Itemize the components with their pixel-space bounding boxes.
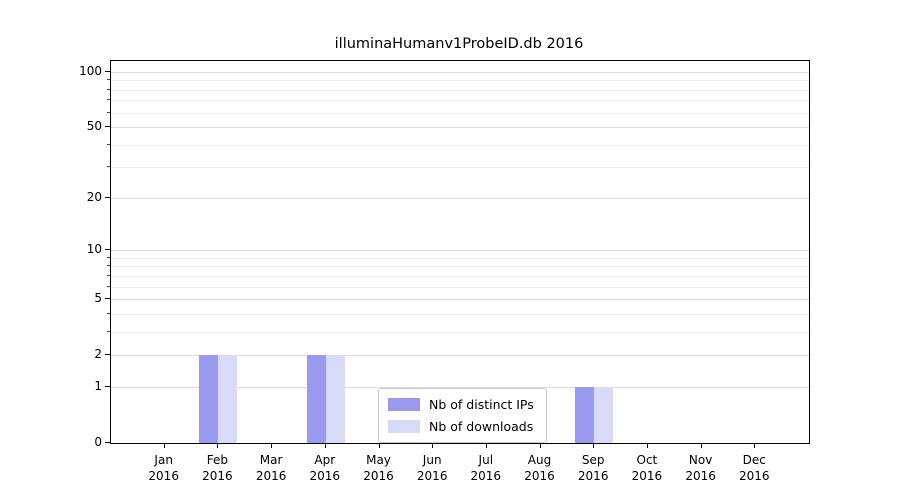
bar-downloads-feb [218, 354, 238, 443]
ytick-label-1: 1 [94, 379, 102, 394]
gridline-minor-y60 [111, 112, 809, 114]
ytick-minor-mark-90 [107, 79, 110, 81]
gridline-minor-y7 [111, 275, 809, 277]
gridline-major-y10 [111, 250, 809, 252]
ytick-mark-10 [105, 249, 110, 251]
xtick-label-0: Jan 2016 [148, 453, 179, 483]
gridline-minor-y90 [111, 80, 809, 82]
xtick-label-7: Aug 2016 [524, 453, 555, 483]
plot-area: Nb of distinct IPs Nb of downloads [110, 60, 810, 444]
xtick-mark-1 [217, 443, 219, 448]
xtick-mark-3 [324, 443, 326, 448]
bar-downloads-apr [325, 354, 345, 443]
xtick-mark-6 [485, 443, 487, 448]
xtick-label-6: Jul 2016 [470, 453, 502, 483]
gridline-minor-y40 [111, 144, 809, 146]
bar-distinct-ips-sep [575, 387, 595, 443]
legend-item-downloads: Nb of downloads [388, 419, 534, 434]
legend-label-distinct-ips: Nb of distinct IPs [429, 397, 534, 412]
ytick-label-100: 100 [79, 64, 102, 78]
gridline-minor-y80 [111, 89, 809, 91]
ytick-mark-5 [105, 298, 110, 299]
ytick-mark-20 [105, 197, 110, 199]
bar-distinct-ips-apr [306, 354, 326, 443]
gridline-major-y20 [111, 198, 809, 200]
xtick-mark-10 [700, 443, 702, 448]
xtick-mark-5 [432, 443, 434, 448]
xtick-mark-9 [646, 443, 648, 448]
ytick-label-5: 5 [94, 291, 102, 305]
gridline-major-y100 [111, 72, 809, 73]
xtick-label-5: Jun 2016 [416, 453, 448, 483]
bar-distinct-ips-feb [199, 354, 219, 443]
legend: Nb of distinct IPs Nb of downloads [378, 388, 547, 443]
legend-swatch-downloads [388, 420, 420, 433]
xtick-label-8: Sep 2016 [577, 453, 609, 483]
ytick-label-50: 50 [86, 118, 102, 133]
ytick-mark-50 [105, 125, 110, 127]
gridline-minor-y6 [111, 286, 809, 288]
xtick-label-3: Apr 2016 [309, 453, 341, 483]
ytick-label-10: 10 [86, 242, 102, 257]
xtick-mark-8 [593, 443, 595, 448]
gridline-minor-y9 [111, 257, 809, 259]
xtick-label-9: Oct 2016 [631, 453, 663, 483]
xtick-mark-0 [163, 443, 165, 448]
gridline-minor-y70 [111, 100, 809, 102]
gridline-minor-y3 [111, 331, 809, 333]
ytick-minor-mark-4 [107, 312, 110, 314]
ytick-label-2: 2 [94, 346, 102, 361]
ytick-mark-1 [105, 386, 110, 388]
ytick-mark-100 [105, 71, 110, 72]
ytick-minor-mark-6 [107, 285, 110, 287]
ytick-minor-mark-3 [107, 330, 110, 332]
ytick-mark-0 [105, 442, 110, 443]
ytick-label-0: 0 [94, 435, 102, 449]
ytick-minor-mark-7 [107, 274, 110, 276]
chart-title: illuminaHumanv1ProbeID.db 2016 [334, 36, 584, 52]
gridline-major-y50 [111, 126, 809, 128]
xtick-mark-7 [539, 443, 541, 448]
xtick-label-11: Dec 2016 [739, 453, 770, 483]
xtick-mark-11 [754, 443, 756, 448]
xtick-label-2: Mar 2016 [255, 453, 287, 483]
ytick-minor-mark-70 [107, 99, 110, 101]
ytick-minor-mark-80 [107, 88, 110, 90]
xtick-label-1: Feb 2016 [202, 453, 233, 483]
xtick-mark-4 [378, 443, 380, 448]
gridline-major-y2 [111, 354, 809, 356]
bar-downloads-sep [594, 387, 614, 443]
ytick-label-20: 20 [86, 190, 102, 205]
xtick-label-10: Nov 2016 [685, 453, 716, 483]
xtick-label-4: May 2016 [363, 453, 394, 483]
gridline-minor-y8 [111, 266, 809, 268]
gridline-major-y1 [111, 387, 809, 389]
ytick-minor-mark-60 [107, 111, 110, 113]
ytick-minor-mark-8 [107, 265, 110, 267]
legend-label-downloads: Nb of downloads [429, 419, 534, 434]
ytick-minor-mark-9 [107, 256, 110, 258]
legend-item-distinct-ips: Nb of distinct IPs [388, 397, 534, 412]
gridline-major-y5 [111, 299, 809, 300]
ytick-minor-mark-40 [107, 143, 110, 145]
gridline-minor-y30 [111, 166, 809, 168]
ytick-mark-2 [105, 353, 110, 355]
gridline-minor-y4 [111, 313, 809, 315]
xtick-mark-2 [271, 443, 273, 448]
legend-swatch-distinct-ips [388, 398, 420, 411]
ytick-minor-mark-30 [107, 165, 110, 167]
